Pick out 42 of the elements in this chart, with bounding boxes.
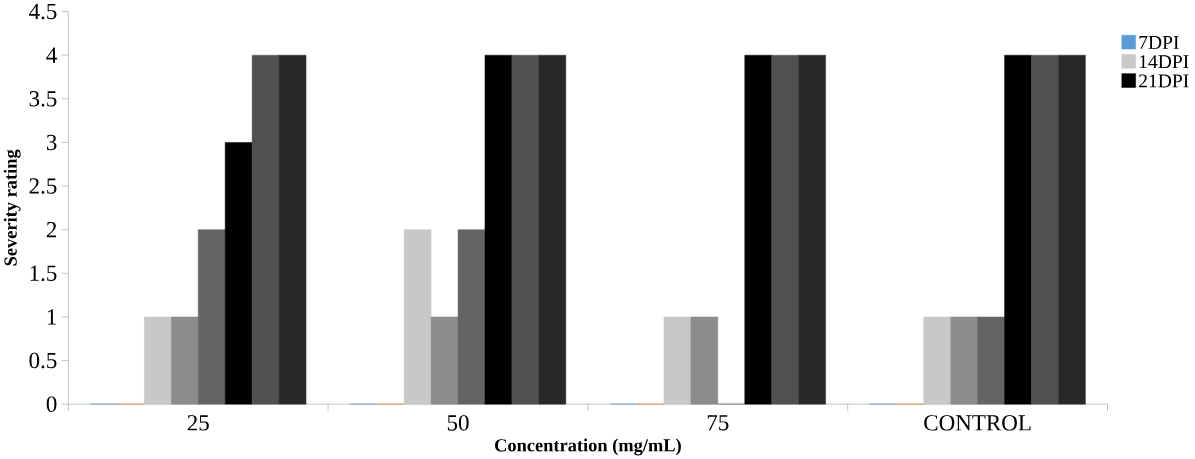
bar bbox=[950, 316, 978, 405]
bar bbox=[663, 316, 692, 405]
bar bbox=[744, 54, 772, 405]
y-tick-label: 2.5 bbox=[29, 178, 57, 194]
bar bbox=[1058, 54, 1086, 405]
x-axis-title: Concentration (mg/mL) bbox=[495, 438, 681, 456]
y-axis-title: Severity rating bbox=[3, 149, 21, 266]
y-tick-label: 1 bbox=[47, 309, 56, 325]
bar bbox=[1031, 54, 1059, 405]
bar bbox=[484, 54, 513, 405]
bar bbox=[224, 142, 253, 405]
x-tick-label: 75 bbox=[707, 415, 729, 431]
bar bbox=[251, 54, 280, 405]
bar bbox=[923, 316, 951, 405]
x-tick-label: CONTROL bbox=[924, 415, 1031, 431]
bar bbox=[690, 316, 719, 405]
bar bbox=[538, 54, 567, 405]
bar bbox=[771, 54, 799, 405]
bar bbox=[144, 316, 172, 405]
legend-label: 7DPI bbox=[1139, 35, 1179, 49]
bar bbox=[430, 316, 459, 405]
x-tick-label: 50 bbox=[447, 415, 469, 431]
y-tick-label: 3.5 bbox=[29, 90, 57, 107]
y-tick-label: 1.5 bbox=[30, 265, 57, 281]
bar bbox=[511, 54, 540, 405]
y-tick-label: 0 bbox=[46, 396, 57, 412]
bar bbox=[1004, 54, 1032, 405]
legend-label: 14DPI bbox=[1139, 55, 1189, 68]
bar bbox=[403, 229, 432, 405]
y-tick-label: 0.5 bbox=[29, 352, 57, 369]
x-tick-label: 25 bbox=[187, 415, 209, 431]
bar bbox=[798, 54, 826, 405]
y-tick-label: 4.5 bbox=[29, 3, 57, 20]
bar bbox=[197, 229, 226, 405]
y-tick-label: 2 bbox=[46, 221, 57, 238]
bar bbox=[977, 316, 1005, 405]
bar bbox=[457, 229, 486, 405]
bar bbox=[278, 54, 307, 405]
y-tick-label: 3 bbox=[46, 134, 57, 151]
legend-label: 21DPI bbox=[1139, 74, 1189, 88]
y-tick-label: 4 bbox=[46, 47, 57, 63]
bar bbox=[171, 316, 199, 405]
